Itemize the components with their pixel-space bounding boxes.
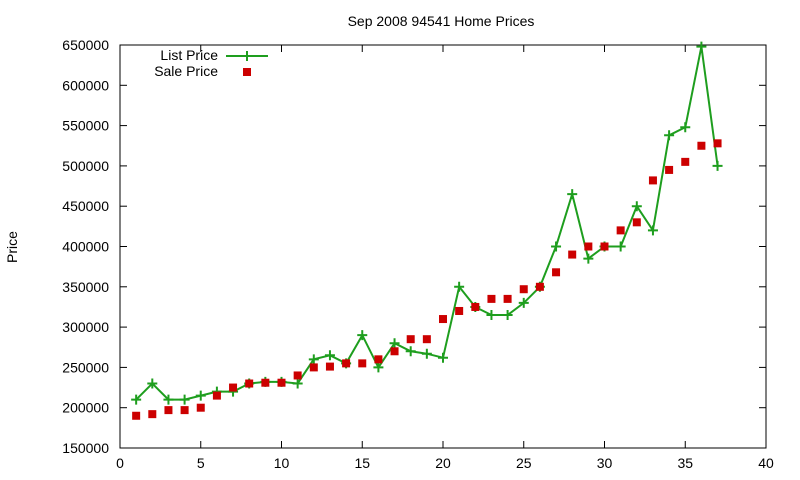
sale-price-point	[390, 347, 399, 356]
sale-price-point	[552, 268, 561, 277]
list-price-point	[647, 225, 658, 236]
list-price-point	[438, 352, 448, 363]
sale-price-point	[648, 176, 657, 185]
sale-price-point	[681, 157, 690, 166]
sale-price-point	[422, 335, 431, 344]
y-tick-label: 200000	[62, 400, 109, 416]
sale-price-point	[293, 371, 302, 380]
list-price-point	[551, 241, 562, 252]
y-tick-label: 300000	[62, 319, 109, 335]
sale-price-point	[503, 294, 512, 303]
list-price-point	[615, 241, 626, 252]
list-price-point	[518, 297, 529, 308]
x-tick-label: 35	[677, 455, 693, 471]
y-tick-label: 500000	[62, 158, 109, 174]
legend-label-sale-price: Sale Price	[154, 63, 218, 79]
sale-price-point	[471, 302, 480, 311]
sale-price-point	[229, 383, 238, 392]
list-price-point	[373, 362, 384, 373]
sale-price-point	[325, 362, 334, 371]
sale-price-point	[164, 406, 173, 415]
list-price-point	[486, 310, 497, 321]
legend-plus-marker	[242, 51, 252, 61]
x-tick-label: 40	[758, 455, 774, 471]
sale-price-point	[212, 391, 221, 400]
list-price-point	[292, 378, 303, 389]
list-price-point	[454, 281, 465, 292]
sale-price-point	[600, 242, 609, 251]
list-price-point	[502, 310, 513, 321]
list-price-point	[696, 41, 707, 52]
sale-price-point	[180, 406, 189, 415]
y-tick-label: 400000	[62, 239, 109, 255]
legend: List Price Sale Price	[154, 47, 268, 79]
sale-price-point	[148, 410, 157, 419]
list-price-point	[680, 122, 691, 133]
list-price-point	[195, 390, 206, 401]
list-price-point	[357, 330, 368, 341]
list-price-point	[664, 130, 675, 141]
sale-price-point	[374, 355, 383, 364]
sale-price-point	[519, 285, 528, 294]
sale-price-point	[439, 315, 447, 324]
list-price-point	[163, 394, 174, 405]
chart-title: Sep 2008 94541 Home Prices	[348, 13, 535, 29]
x-tick-label: 20	[435, 455, 451, 471]
sale-price-point	[632, 218, 641, 227]
sale-price-point	[358, 359, 367, 368]
y-tick-label: 650000	[62, 37, 109, 53]
series-line-list-price	[135, 46, 719, 401]
sale-price-point	[406, 335, 415, 344]
list-price-point	[712, 160, 723, 171]
list-price-point	[179, 394, 190, 405]
list-price-point	[131, 394, 142, 405]
sale-price-point	[616, 226, 625, 235]
x-tick-label: 10	[274, 455, 290, 471]
y-tick-label: 150000	[62, 440, 109, 456]
sale-price-point	[132, 411, 141, 420]
sale-price-point	[277, 378, 286, 387]
sale-price-point	[584, 242, 593, 251]
legend-label-list-price: List Price	[160, 47, 218, 63]
sale-price-point	[487, 294, 496, 303]
sale-price-point	[261, 378, 270, 387]
legend-square-marker	[243, 68, 251, 76]
list-price-point	[421, 348, 432, 359]
x-tick-label: 30	[597, 455, 613, 471]
sale-price-point	[196, 403, 205, 412]
x-tick-label: 5	[197, 455, 205, 471]
sale-price-point	[535, 282, 544, 291]
list-price-point	[631, 201, 642, 212]
x-tick-label: 0	[116, 455, 124, 471]
x-tick-label: 25	[516, 455, 532, 471]
list-price-point	[583, 253, 594, 264]
list-price-point	[567, 189, 578, 200]
sale-price-point	[713, 139, 722, 148]
sale-price-point	[342, 359, 351, 368]
sale-price-point	[697, 141, 706, 150]
sale-price-point	[245, 379, 254, 388]
y-tick-label: 550000	[62, 118, 109, 134]
sale-price-point	[309, 363, 318, 372]
sale-price-point	[665, 165, 674, 174]
y-axis-label: Price	[4, 231, 20, 263]
list-price-point	[405, 346, 416, 357]
y-tick-label: 600000	[62, 77, 109, 93]
list-price-point	[308, 354, 319, 365]
list-price-point	[389, 338, 400, 349]
list-price-point	[324, 350, 335, 361]
y-tick-label: 450000	[62, 198, 109, 214]
y-tick-label: 350000	[62, 279, 109, 295]
axes: 0 5 10 15 20 25 30 35 40 150000 200000 250000 300000…	[62, 37, 774, 471]
sale-price-point	[455, 306, 464, 315]
x-tick-label: 15	[354, 455, 370, 471]
sale-price-point	[568, 250, 577, 259]
list-price-point	[147, 378, 158, 389]
y-tick-label: 250000	[62, 359, 109, 375]
series-layer	[131, 41, 723, 420]
